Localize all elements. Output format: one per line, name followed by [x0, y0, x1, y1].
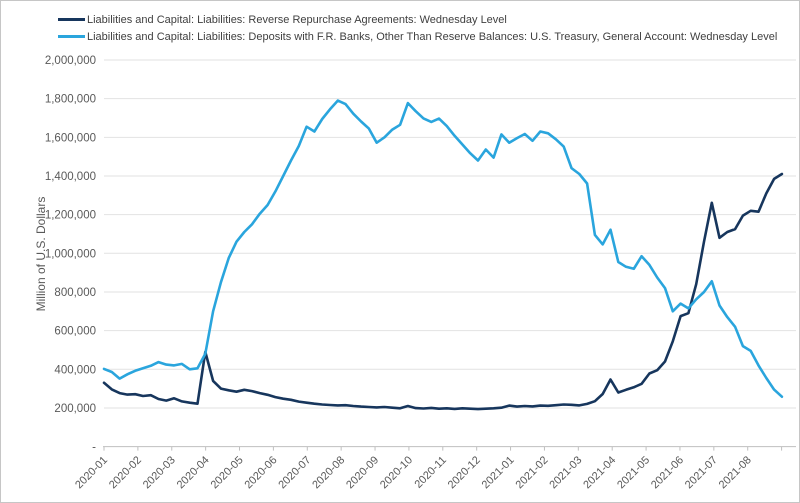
y-tick-label: -: [92, 442, 96, 454]
x-tick-label: 2021-01: [480, 454, 517, 491]
x-tick-label: 2021-08: [717, 454, 754, 491]
x-tick-label: 2020-11: [412, 454, 448, 490]
legend-item-treasury-general-account: Liabilities and Capital: Liabilities: De…: [58, 28, 777, 45]
x-tick-label: 2020-09: [344, 454, 381, 491]
legend-label: Liabilities and Capital: Liabilities: Re…: [87, 13, 507, 26]
y-tick-label: 600,000: [54, 326, 96, 338]
y-tick-label: 1,600,000: [45, 132, 96, 144]
x-tick-label: 2020-02: [107, 454, 144, 491]
series-line-treasury-general-account: [102, 99, 784, 399]
y-axis-title: Million of U.S. Dollars: [34, 196, 48, 312]
x-tick-label: 2021-04: [581, 454, 618, 491]
y-tick-label: 400,000: [54, 364, 96, 376]
legend-item-reverse-repurchase-agreements: Liabilities and Capital: Liabilities: Re…: [58, 11, 777, 28]
x-tick-label: 2021-06: [649, 454, 686, 491]
x-tick-label: 2021-07: [683, 454, 720, 491]
x-tick-label: 2020-07: [276, 454, 313, 491]
x-tick-label: 2020-04: [175, 454, 212, 491]
y-tick-label: 2,000,000: [45, 55, 96, 67]
y-tick-label: 1,200,000: [45, 210, 96, 222]
x-tick-label: 2021-02: [514, 454, 551, 491]
y-tick-label: 200,000: [54, 403, 96, 415]
x-tick-label: 2021-05: [615, 454, 652, 491]
x-tick-label: 2020-05: [209, 454, 246, 491]
y-tick-label: 1,400,000: [45, 171, 96, 183]
x-tick-label: 2020-08: [310, 454, 347, 491]
y-tick-label: 800,000: [54, 287, 96, 299]
legend-line-swatch-navy: [58, 18, 85, 21]
x-tick-label: 2020-01: [73, 454, 110, 491]
x-tick-label: 2020-06: [242, 454, 279, 491]
legend-line-swatch-lightblue: [58, 35, 85, 38]
legend-label: Liabilities and Capital: Liabilities: De…: [87, 30, 778, 43]
x-tick-label: 2020-12: [446, 454, 483, 491]
x-tick-label: 2020-10: [378, 454, 415, 491]
chart-legend: Liabilities and Capital: Liabilities: Re…: [58, 11, 777, 45]
series-line-reverse-repurchase-agreements: [102, 172, 784, 411]
x-tick-label: 2020-03: [141, 454, 178, 491]
x-tick-label: 2021-03: [547, 454, 584, 491]
y-tick-label: 1,800,000: [45, 94, 96, 106]
y-tick-label: 1,000,000: [45, 248, 96, 260]
